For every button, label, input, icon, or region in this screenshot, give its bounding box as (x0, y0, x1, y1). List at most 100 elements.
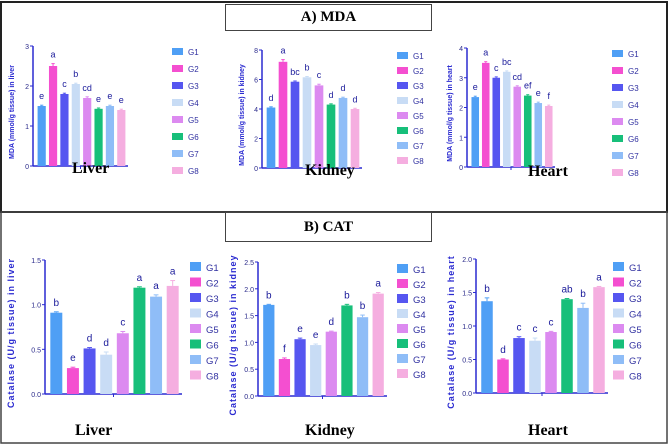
legend-swatch-g3 (172, 82, 183, 89)
bar-g2 (278, 359, 291, 396)
bar-g2 (278, 61, 288, 168)
legend-swatch-g4 (613, 308, 624, 318)
bar-g1 (266, 107, 276, 168)
bar-g5 (545, 332, 557, 393)
significance-letter: f (283, 344, 286, 355)
legend-label: G2 (188, 65, 199, 74)
legend-label: G6 (628, 135, 639, 144)
y-tick-label: 1 (459, 135, 463, 142)
organ-label-kidney-cat: Kidney (305, 422, 355, 439)
significance-letter: b (484, 284, 490, 295)
legend-label: G4 (628, 101, 639, 110)
y-tick-label: 8 (254, 48, 258, 55)
bar-g3 (290, 81, 300, 168)
legend-label: G7 (206, 356, 219, 367)
legend-swatch-g8 (190, 370, 201, 380)
legend-label: G1 (629, 263, 642, 274)
legend-label: G2 (629, 279, 642, 290)
legend-swatch-g7 (172, 150, 183, 157)
bar-chart-4: 0.0 0.5 1.0 1.5 2.0 2.5 Catalase (U/g tissue) … (228, 254, 426, 415)
legend-swatch-g2 (190, 277, 201, 287)
legend-label: G3 (413, 82, 424, 91)
significance-letter: e (70, 353, 76, 364)
bar-g4 (502, 71, 511, 167)
legend-swatch-g5 (397, 324, 408, 333)
bar-g4 (529, 340, 541, 393)
bar-chart-2: 0 1 2 3 4 MDA (mmol/g tissue) in heart e acbccd… (447, 46, 639, 178)
legend-label: G5 (629, 325, 642, 336)
legend-swatch-g2 (397, 67, 408, 74)
legend-label: G8 (188, 167, 199, 176)
legend-swatch-g2 (612, 67, 623, 74)
significance-letter: c (517, 323, 522, 334)
y-tick-label: 4 (254, 107, 258, 114)
significance-letter: c (62, 79, 67, 89)
bar-g8 (372, 293, 384, 396)
legend-label: G2 (206, 279, 219, 290)
significance-letter: c (120, 317, 125, 328)
y-axis-label: Catalase (U/g tissue) in heart (446, 255, 456, 409)
bar-g8 (544, 106, 553, 167)
significance-letter: c (317, 70, 322, 80)
bar-g6 (561, 299, 573, 393)
y-tick-label: 2 (459, 106, 463, 113)
legend-swatch-g3 (613, 293, 624, 302)
significance-letter: a (170, 267, 176, 278)
legend-swatch-g3 (190, 293, 201, 302)
y-tick-label: 1.0 (462, 324, 472, 331)
legend-label: G4 (413, 97, 424, 106)
legend-swatch-g8 (612, 169, 623, 176)
legend-label: G3 (629, 294, 642, 305)
significance-letter: c (494, 63, 499, 73)
y-axis-label: MDA (mmol/g tissue) in liver (9, 65, 16, 159)
legend-label: G6 (413, 340, 426, 351)
significance-letter: a (375, 279, 381, 290)
y-axis-label: Catalase (U/g tissue) in kidney (228, 254, 238, 415)
legend-swatch-g6 (190, 339, 201, 349)
bar-g7 (534, 103, 543, 167)
legend-label: G7 (188, 150, 199, 159)
significance-letter: d (329, 317, 335, 328)
bar-g3 (513, 338, 525, 393)
bar-g6 (133, 287, 146, 394)
legend-swatch-g6 (397, 339, 408, 348)
y-tick-label: 2.0 (244, 287, 254, 294)
legend-label: G8 (629, 372, 642, 383)
bar-g8 (166, 285, 179, 394)
legend-swatch-g5 (190, 324, 201, 333)
legend-label: G8 (628, 169, 639, 178)
legend-swatch-g1 (612, 50, 623, 57)
bar-g2 (48, 66, 58, 166)
bar-g5 (325, 331, 337, 396)
bar-g6 (341, 305, 353, 396)
legend-label: G8 (206, 372, 219, 383)
legend-swatch-g7 (397, 354, 408, 363)
y-tick-label: 0.0 (462, 391, 472, 398)
significance-letter: b (73, 69, 78, 79)
legend-label: G4 (188, 99, 199, 108)
significance-letter: e (39, 91, 44, 101)
y-axis-label: MDA (mmol/g tissue) in kidney (239, 64, 246, 166)
bar-g2 (497, 359, 509, 393)
bar-g7 (105, 106, 115, 166)
legend-label: G3 (628, 84, 639, 93)
significance-letter: a (51, 50, 56, 60)
legend-label: G1 (628, 50, 639, 59)
legend-label: G6 (629, 341, 642, 352)
legend-swatch-g3 (612, 84, 623, 91)
legend-label: G8 (413, 370, 426, 381)
legend-swatch-g4 (397, 97, 408, 104)
y-tick-label: 1.0 (244, 340, 254, 347)
legend-label: G4 (206, 310, 219, 321)
legend-label: G1 (413, 52, 424, 61)
significance-letter: bc (502, 57, 512, 67)
significance-letter: a (137, 273, 143, 284)
y-tick-label: 0.5 (244, 367, 254, 374)
y-axis-label: MDA (mmol/g tissue) in heart (447, 65, 454, 162)
legend-swatch-g3 (397, 294, 408, 303)
bar-g8 (117, 110, 126, 166)
y-tick-label: 2.0 (462, 257, 472, 264)
legend-label: G2 (413, 67, 424, 76)
bar-g3 (492, 77, 501, 167)
